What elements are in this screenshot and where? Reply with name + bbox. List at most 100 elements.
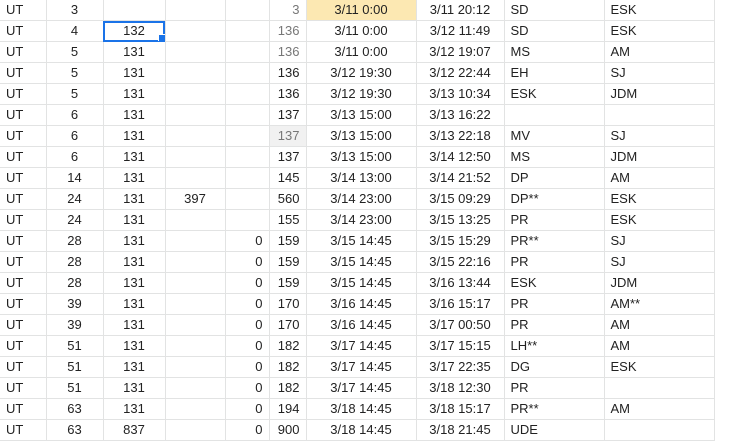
cell-count[interactable]: 24 — [46, 188, 104, 210]
cell-start-time[interactable]: 3/14 23:00 — [306, 188, 417, 210]
cell-count[interactable]: 6 — [46, 104, 104, 126]
cell-offset[interactable] — [225, 146, 270, 168]
cell-base[interactable]: 131 — [103, 230, 166, 252]
cell-offset[interactable]: 0 — [225, 251, 270, 273]
cell-count[interactable]: 24 — [46, 209, 104, 231]
cell-base[interactable]: 131 — [103, 167, 166, 189]
cell-initials-a[interactable]: MS — [504, 146, 605, 168]
cell-initials-a[interactable]: ESK — [504, 272, 605, 294]
cell-initials-b[interactable]: AM — [604, 167, 715, 189]
cell-offset[interactable]: 0 — [225, 419, 270, 441]
cell-initials-b[interactable]: ESK — [604, 0, 715, 21]
cell-extra[interactable] — [165, 272, 226, 294]
cell-end-time[interactable]: 3/15 22:16 — [416, 251, 505, 273]
fill-handle[interactable] — [157, 34, 164, 41]
cell-base[interactable]: 131 — [103, 41, 166, 63]
cell-initials-b[interactable] — [604, 104, 715, 126]
cell-end-time[interactable]: 3/14 12:50 — [416, 146, 505, 168]
cell-initials-b[interactable]: SJ — [604, 230, 715, 252]
cell-extra[interactable] — [165, 41, 226, 63]
cell-count[interactable]: 51 — [46, 335, 104, 357]
cell-total[interactable]: 155 — [269, 209, 307, 231]
cell-region[interactable]: UT — [0, 62, 47, 84]
cell-count[interactable]: 5 — [46, 83, 104, 105]
cell-base[interactable]: 131 — [103, 398, 166, 420]
cell-extra[interactable] — [165, 293, 226, 315]
cell-count[interactable]: 39 — [46, 293, 104, 315]
cell-start-time[interactable]: 3/13 15:00 — [306, 125, 417, 147]
cell-initials-a[interactable]: DG — [504, 356, 605, 378]
cell-base[interactable]: 131 — [103, 377, 166, 399]
cell-extra[interactable] — [165, 209, 226, 231]
cell-extra[interactable] — [165, 167, 226, 189]
cell-initials-b[interactable]: ESK — [604, 188, 715, 210]
cell-initials-a[interactable]: PR — [504, 377, 605, 399]
cell-end-time[interactable]: 3/13 22:18 — [416, 125, 505, 147]
cell-extra[interactable] — [165, 314, 226, 336]
cell-initials-a[interactable]: PR — [504, 209, 605, 231]
cell-extra[interactable] — [165, 356, 226, 378]
cell-region[interactable]: UT — [0, 293, 47, 315]
cell-count[interactable]: 6 — [46, 146, 104, 168]
cell-end-time[interactable]: 3/15 13:25 — [416, 209, 505, 231]
cell-initials-a[interactable]: PR — [504, 251, 605, 273]
cell-region[interactable]: UT — [0, 83, 47, 105]
cell-initials-a[interactable]: PR — [504, 314, 605, 336]
cell-initials-a[interactable]: PR** — [504, 398, 605, 420]
cell-count[interactable]: 28 — [46, 251, 104, 273]
cell-region[interactable]: UT — [0, 335, 47, 357]
cell-extra[interactable] — [165, 20, 226, 42]
cell-count[interactable]: 4 — [46, 20, 104, 42]
cell-start-time[interactable]: 3/14 23:00 — [306, 209, 417, 231]
cell-base[interactable]: 131 — [103, 83, 166, 105]
cell-extra[interactable] — [165, 419, 226, 441]
cell-count[interactable]: 6 — [46, 125, 104, 147]
cell-total[interactable]: 170 — [269, 314, 307, 336]
cell-region[interactable]: UT — [0, 314, 47, 336]
cell-offset[interactable]: 0 — [225, 356, 270, 378]
cell-initials-b[interactable]: AM** — [604, 293, 715, 315]
cell-start-time[interactable]: 3/12 19:30 — [306, 83, 417, 105]
cell-start-time[interactable]: 3/11 0:00 — [306, 41, 417, 63]
cell-initials-b[interactable]: ESK — [604, 20, 715, 42]
cell-offset[interactable] — [225, 167, 270, 189]
cell-offset[interactable]: 0 — [225, 377, 270, 399]
cell-extra[interactable] — [165, 83, 226, 105]
cell-offset[interactable] — [225, 188, 270, 210]
cell-end-time[interactable]: 3/12 19:07 — [416, 41, 505, 63]
cell-end-time[interactable]: 3/12 11:49 — [416, 20, 505, 42]
cell-count[interactable]: 3 — [46, 0, 104, 21]
cell-total[interactable]: 136 — [269, 62, 307, 84]
cell-base[interactable]: 131 — [103, 314, 166, 336]
cell-initials-a[interactable]: LH** — [504, 335, 605, 357]
cell-initials-b[interactable]: AM — [604, 335, 715, 357]
cell-initials-b[interactable]: AM — [604, 41, 715, 63]
cell-start-time[interactable]: 3/18 14:45 — [306, 419, 417, 441]
cell-initials-b[interactable]: AM — [604, 314, 715, 336]
cell-region[interactable]: UT — [0, 398, 47, 420]
cell-region[interactable]: UT — [0, 272, 47, 294]
cell-start-time[interactable]: 3/17 14:45 — [306, 356, 417, 378]
cell-initials-b[interactable]: SJ — [604, 251, 715, 273]
cell-extra[interactable] — [165, 377, 226, 399]
cell-start-time[interactable]: 3/15 14:45 — [306, 272, 417, 294]
cell-initials-b[interactable]: JDM — [604, 83, 715, 105]
cell-initials-b[interactable]: SJ — [604, 62, 715, 84]
cell-end-time[interactable]: 3/18 15:17 — [416, 398, 505, 420]
cell-offset[interactable] — [225, 41, 270, 63]
cell-initials-a[interactable]: UDE — [504, 419, 605, 441]
cell-initials-a[interactable]: DP — [504, 167, 605, 189]
cell-end-time[interactable]: 3/16 13:44 — [416, 272, 505, 294]
cell-base[interactable]: 131 — [103, 209, 166, 231]
cell-total[interactable]: 137 — [269, 125, 307, 147]
cell-count[interactable]: 51 — [46, 356, 104, 378]
cell-total[interactable]: 136 — [269, 20, 307, 42]
cell-region[interactable]: UT — [0, 230, 47, 252]
cell-count[interactable]: 51 — [46, 377, 104, 399]
cell-initials-b[interactable] — [604, 377, 715, 399]
cell-start-time[interactable]: 3/17 14:45 — [306, 335, 417, 357]
cell-region[interactable]: UT — [0, 377, 47, 399]
cell-offset[interactable] — [225, 209, 270, 231]
cell-region[interactable]: UT — [0, 146, 47, 168]
cell-start-time[interactable]: 3/11 0:00 — [306, 20, 417, 42]
